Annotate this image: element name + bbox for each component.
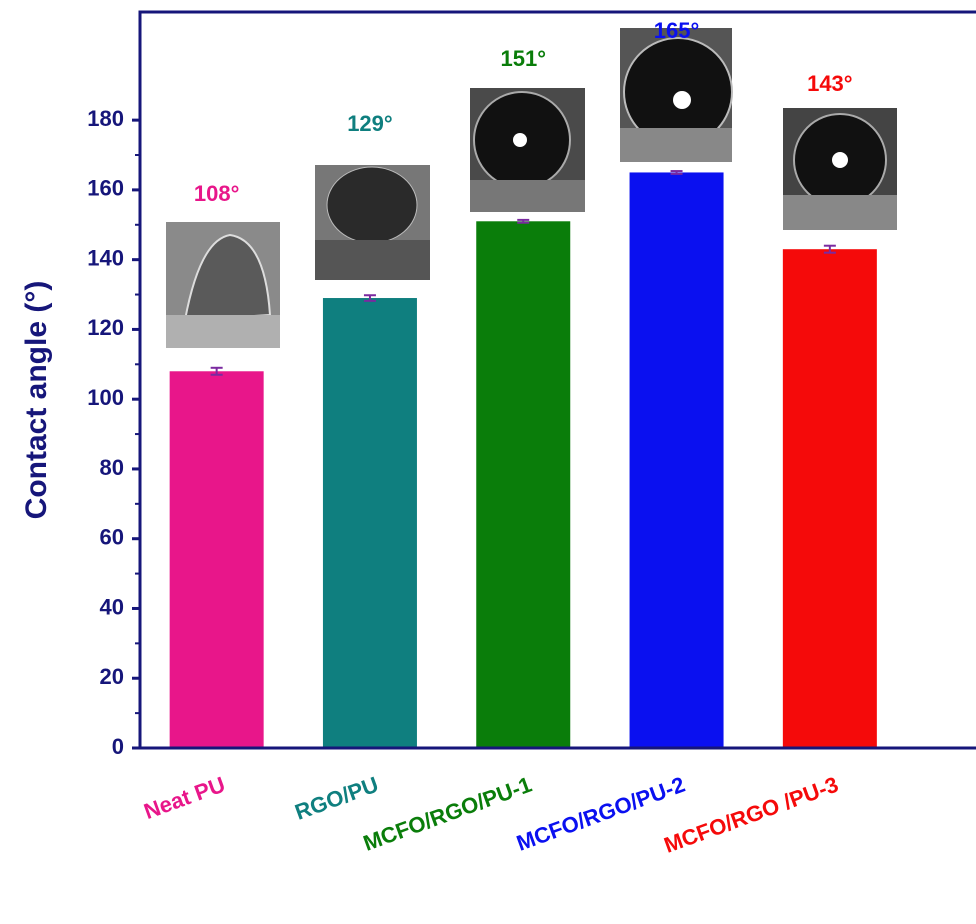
value-label: 143° xyxy=(807,71,853,96)
y-tick-label: 180 xyxy=(87,106,124,131)
y-tick-label: 80 xyxy=(100,455,124,480)
bar xyxy=(782,249,877,748)
y-axis-label: Contact angle (°) xyxy=(20,281,53,520)
droplet-photo xyxy=(470,88,585,212)
error-bar xyxy=(210,366,223,376)
x-tick-label: RGO/PU xyxy=(292,772,382,825)
x-tick-label: Neat PU xyxy=(141,772,229,824)
error-bar xyxy=(670,170,683,175)
bar xyxy=(322,298,417,748)
bar xyxy=(476,221,571,749)
x-tick-label: MCFO/RGO/PU-2 xyxy=(513,772,688,856)
y-tick-label: 0 xyxy=(112,734,124,759)
y-tick-label: 60 xyxy=(100,525,124,550)
y-tick-label: 120 xyxy=(87,315,124,340)
droplet-photo xyxy=(783,108,897,230)
droplet-photo xyxy=(166,222,280,348)
value-label: 151° xyxy=(500,46,546,71)
y-tick-label: 140 xyxy=(87,245,124,270)
value-label: 165° xyxy=(654,18,700,43)
error-bar xyxy=(363,294,376,302)
y-tick-label: 20 xyxy=(100,664,124,689)
bar xyxy=(169,371,264,748)
value-label: 108° xyxy=(194,181,240,206)
bar xyxy=(629,172,724,749)
error-bar xyxy=(823,244,836,254)
droplet-photos xyxy=(166,28,897,348)
error-bar xyxy=(517,218,530,224)
y-tick-label: 40 xyxy=(100,594,124,619)
y-tick-label: 160 xyxy=(87,176,124,201)
value-label: 129° xyxy=(347,111,393,136)
x-tick-label: MCFO/RGO /PU-3 xyxy=(661,772,842,858)
y-tick-label: 100 xyxy=(87,385,124,410)
droplet-photo xyxy=(315,165,430,280)
droplet-photo xyxy=(620,28,733,162)
x-tick-label: MCFO/RGO/PU-1 xyxy=(360,772,535,856)
